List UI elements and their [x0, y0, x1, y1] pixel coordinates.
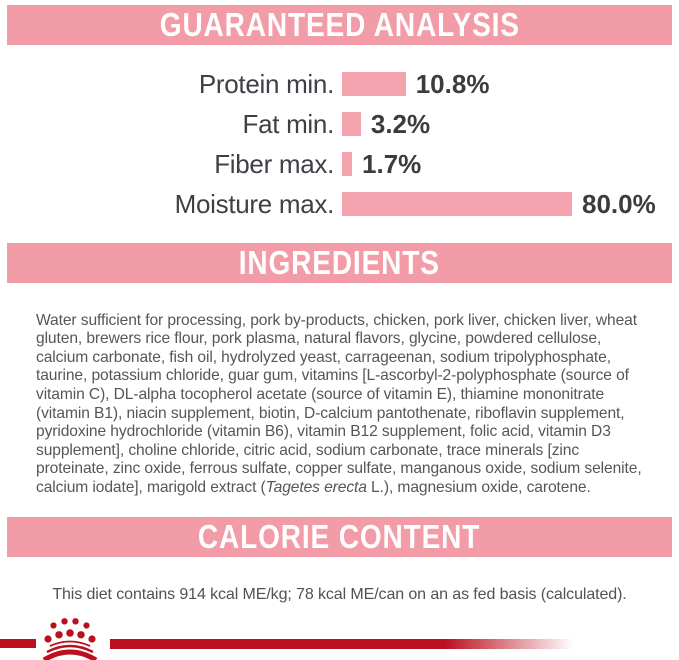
nutrient-value: 3.2% [370, 108, 431, 139]
brand-rule-right [110, 639, 574, 649]
chart-row-fat: Fat min. 3.2% [0, 104, 679, 144]
nutrient-bar [342, 152, 353, 176]
ingredients-segment: Water sufficient for processing, pork by… [36, 311, 642, 496]
calorie-content-banner: CALORIE CONTENT [7, 517, 672, 557]
guaranteed-analysis-chart: Protein min. 10.8% Fat min. 3.2% Fiber m… [0, 64, 679, 224]
nutrient-label: Protein min. [198, 68, 334, 99]
guaranteed-analysis-title: GUARANTEED ANALYSIS [159, 6, 520, 43]
nutrient-value: 1.7% [362, 148, 422, 179]
nutrient-bar [342, 112, 361, 136]
guaranteed-analysis-banner: GUARANTEED ANALYSIS [7, 5, 672, 45]
nutrient-label: Moisture max. [174, 188, 335, 219]
ingredients-segment: L.), magnesium oxide, carotene. [366, 478, 591, 496]
ingredients-text: Water sufficient for processing, pork by… [36, 312, 648, 498]
nutrient-value: 80.0% [582, 188, 656, 219]
ingredients-title: INGREDIENTS [238, 244, 441, 281]
chart-row-fiber: Fiber max. 1.7% [0, 144, 679, 184]
chart-row-protein: Protein min. 10.8% [0, 64, 679, 104]
nutrient-bar [342, 72, 406, 96]
chart-row-moisture: Moisture max. 80.0% [0, 184, 679, 224]
nutrient-label: Fat min. [242, 108, 334, 139]
royal-canin-crown-icon [42, 618, 98, 660]
brand-rule-left [0, 639, 36, 648]
ingredients-banner: INGREDIENTS [7, 243, 672, 283]
nutrient-bar [342, 192, 572, 216]
calorie-content-title: CALORIE CONTENT [198, 518, 481, 555]
nutrient-label: Fiber max. [214, 148, 334, 179]
nutrient-value: 10.8% [415, 68, 490, 99]
calorie-statement: This diet contains 914 kcal ME/kg; 78 kc… [52, 586, 627, 603]
ingredients-latin-name: Tagetes erecta [265, 478, 367, 496]
